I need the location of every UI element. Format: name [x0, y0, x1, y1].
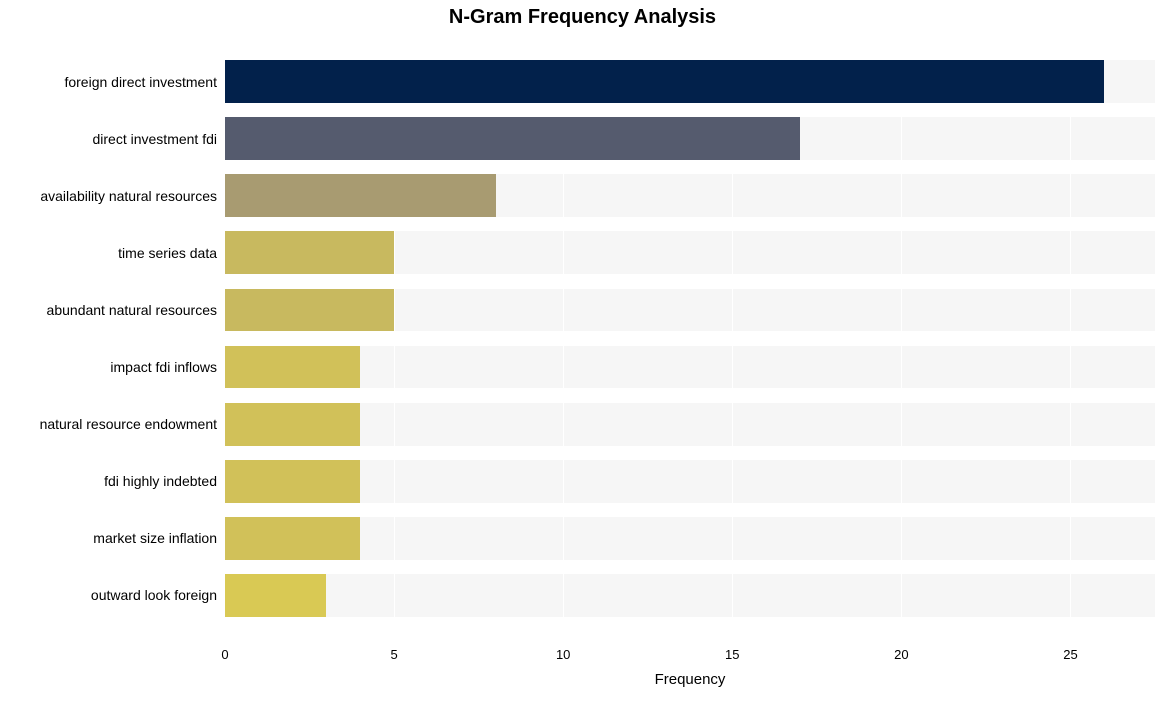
x-tick-label: 10	[556, 641, 570, 662]
bar	[225, 60, 1104, 103]
bar	[225, 460, 360, 503]
x-gridline	[901, 36, 902, 641]
y-tick-label: abundant natural resources	[47, 302, 225, 318]
bar	[225, 574, 326, 617]
y-tick-label: availability natural resources	[40, 188, 225, 204]
bar	[225, 403, 360, 446]
bar	[225, 517, 360, 560]
x-tick-label: 25	[1063, 641, 1077, 662]
plot-area: foreign direct investmentdirect investme…	[225, 36, 1155, 641]
y-tick-label: direct investment fdi	[93, 131, 226, 147]
y-tick-label: natural resource endowment	[40, 416, 225, 432]
plot-row-band	[225, 460, 1155, 503]
y-tick-label: foreign direct investment	[64, 74, 225, 90]
x-tick-label: 5	[390, 641, 397, 662]
x-tick-label: 0	[221, 641, 228, 662]
x-axis-label: Frequency	[655, 671, 726, 688]
y-tick-label: impact fdi inflows	[110, 359, 225, 375]
x-gridline	[1070, 36, 1071, 641]
chart-title: N-Gram Frequency Analysis	[0, 6, 1165, 29]
bar	[225, 231, 394, 274]
x-tick-label: 15	[725, 641, 739, 662]
plot-row-band	[225, 346, 1155, 389]
plot-row-band	[225, 517, 1155, 560]
bar	[225, 346, 360, 389]
bar	[225, 117, 800, 160]
y-tick-label: outward look foreign	[91, 587, 225, 603]
y-tick-label: time series data	[118, 245, 225, 261]
y-tick-label: fdi highly indebted	[104, 473, 225, 489]
plot-row-band	[225, 403, 1155, 446]
ngram-frequency-chart: N-Gram Frequency Analysis foreign direct…	[0, 0, 1165, 701]
bar	[225, 174, 496, 217]
bar	[225, 289, 394, 332]
y-tick-label: market size inflation	[93, 530, 225, 546]
x-tick-label: 20	[894, 641, 908, 662]
plot-row-band	[225, 574, 1155, 617]
